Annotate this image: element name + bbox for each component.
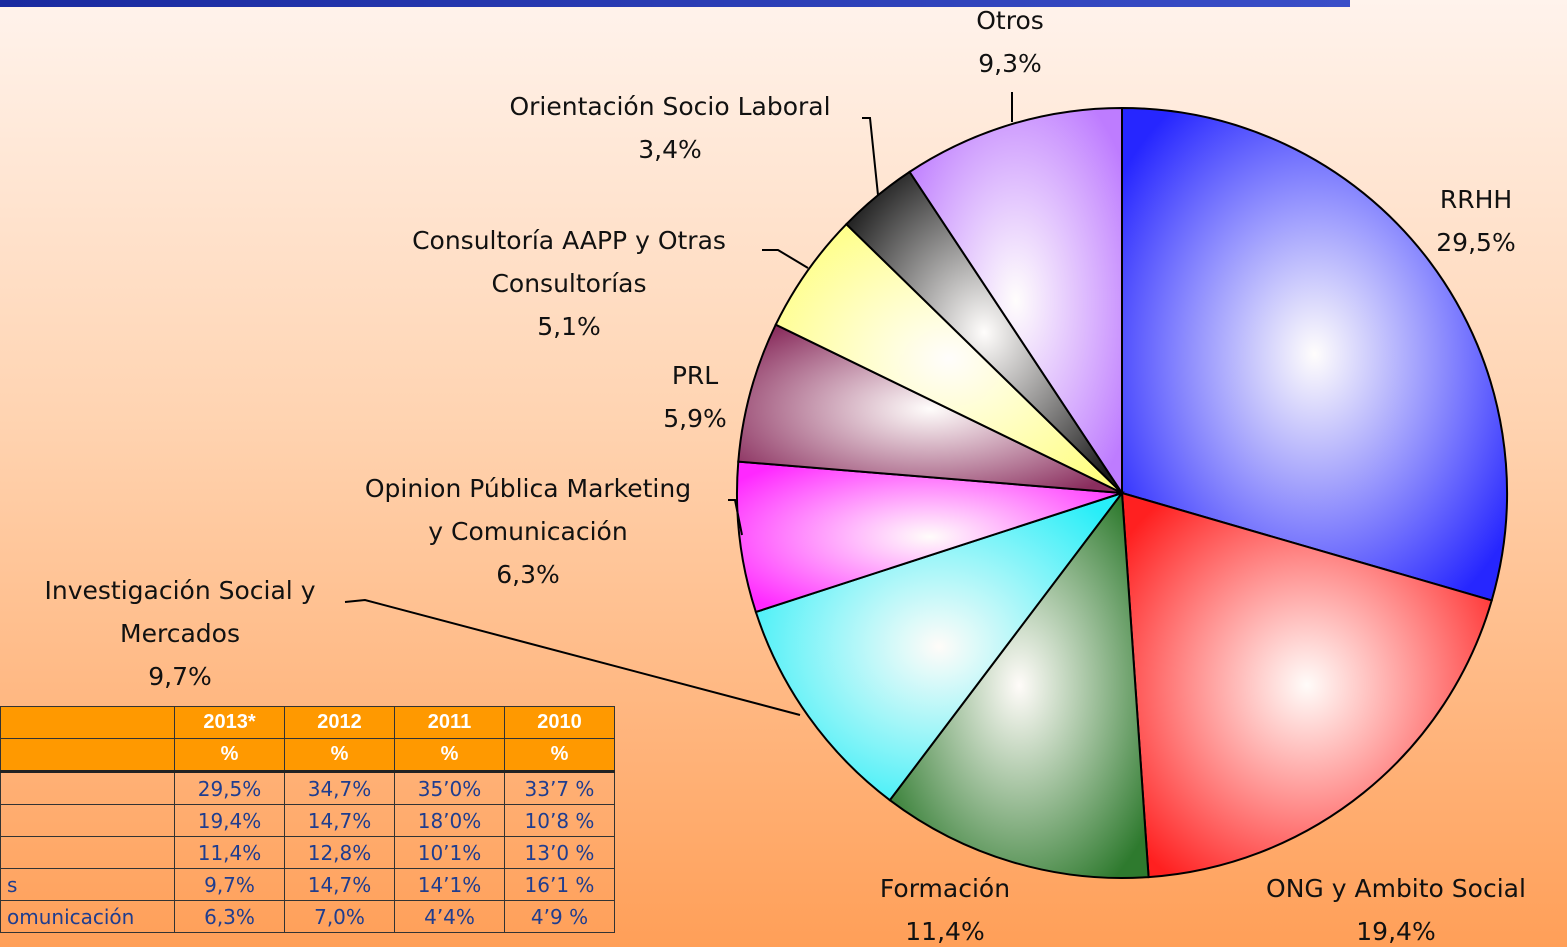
pie-slice bbox=[1120, 491, 1493, 879]
table-cell: 16’1 % bbox=[504, 868, 615, 901]
slice-label: RRHH bbox=[1440, 185, 1512, 214]
slice-label: PRL bbox=[672, 361, 718, 390]
header-cell bbox=[0, 706, 175, 739]
pie-slice bbox=[1121, 106, 1508, 602]
table-cell: 6,3% bbox=[174, 900, 285, 933]
leader-line bbox=[728, 499, 743, 536]
table-cell: 7,0% bbox=[284, 900, 395, 933]
table-cell: 12,8% bbox=[284, 836, 395, 869]
leader-line bbox=[862, 117, 879, 196]
slice-value: 6,3% bbox=[496, 560, 560, 589]
column-unit: % bbox=[174, 738, 285, 773]
slice-value: 9,3% bbox=[978, 49, 1042, 78]
pie-slice bbox=[736, 460, 1123, 614]
table-cell: 11,4% bbox=[174, 836, 285, 869]
table-cell: 14,7% bbox=[284, 868, 395, 901]
table-cell: 35’0% bbox=[394, 771, 505, 805]
table-cell: 4’9 % bbox=[504, 900, 615, 933]
table-cell: 33’7 % bbox=[504, 771, 615, 805]
pie-slice bbox=[754, 491, 1125, 802]
column-header: 2011 bbox=[394, 706, 505, 739]
slice-label: Otros bbox=[976, 6, 1044, 35]
column-header: 2012 bbox=[284, 706, 395, 739]
pie-slice bbox=[888, 490, 1150, 879]
slice-label: Orientación Socio Laboral bbox=[509, 92, 830, 121]
slice-value: 11,4% bbox=[905, 917, 984, 946]
slice-label: Investigación Social y Mercados bbox=[45, 576, 316, 648]
table-cell: 13’0 % bbox=[504, 836, 615, 869]
table-cell: 34,7% bbox=[284, 771, 395, 805]
slice-value: 29,5% bbox=[1436, 228, 1515, 257]
header-cell bbox=[0, 738, 175, 773]
table-cell: 29,5% bbox=[174, 771, 285, 805]
table-cell: 19,4% bbox=[174, 804, 285, 837]
slice-label: Consultoría AAPP y Otras Consultorías bbox=[412, 226, 726, 298]
table-cell: 9,7% bbox=[174, 868, 285, 901]
slice-label: Formación bbox=[880, 874, 1010, 903]
slice-value: 19,4% bbox=[1356, 917, 1435, 946]
slice-value: 5,1% bbox=[537, 312, 601, 341]
pie-slice bbox=[737, 323, 1123, 494]
top-bar bbox=[0, 0, 1350, 7]
table-cell: 4’4% bbox=[394, 900, 505, 933]
row-label bbox=[0, 771, 175, 805]
pie-slice bbox=[908, 106, 1123, 497]
table-cell: 10’1% bbox=[394, 836, 505, 869]
column-header: 2010 bbox=[504, 706, 615, 739]
row-label: s bbox=[0, 868, 175, 901]
column-unit: % bbox=[504, 738, 615, 773]
slice-label: ONG y Ambito Social bbox=[1266, 874, 1526, 903]
slice-value: 9,7% bbox=[148, 662, 212, 691]
column-unit: % bbox=[284, 738, 395, 773]
table-cell: 18’0% bbox=[394, 804, 505, 837]
table-cell: 14,7% bbox=[284, 804, 395, 837]
table-cell: 14’1% bbox=[394, 868, 505, 901]
column-unit: % bbox=[394, 738, 505, 773]
slice-label: Opinion Pública Marketing y Comunicación bbox=[365, 474, 691, 546]
row-label bbox=[0, 836, 175, 869]
slice-value: 5,9% bbox=[663, 404, 727, 433]
data-table: 2013* 2012 2011 2010%%%% 29,5% 34,7% 35’0% 33’7… bbox=[0, 706, 615, 933]
leader-line bbox=[762, 249, 809, 269]
table-cell: 10’8 % bbox=[504, 804, 615, 837]
leader-line bbox=[344, 598, 801, 716]
slice-value: 3,4% bbox=[638, 135, 702, 164]
row-label: omunicación bbox=[0, 900, 175, 933]
column-header: 2013* bbox=[174, 706, 285, 739]
row-label bbox=[0, 804, 175, 837]
